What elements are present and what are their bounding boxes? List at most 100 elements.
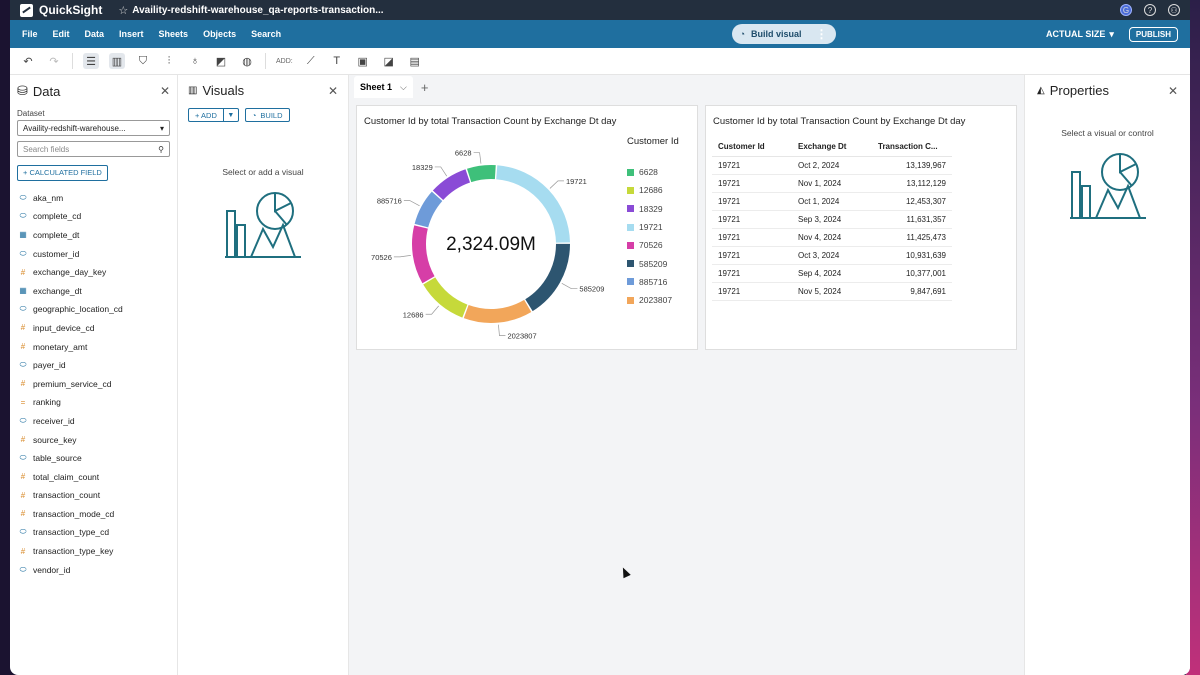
- parameters-icon[interactable]: ⫶: [167, 54, 171, 67]
- analysis-name[interactable]: Availity-redshift-warehouse_qa-reports-t…: [132, 4, 384, 16]
- table-row[interactable]: 19721 Nov 4, 2024 11,425,473: [712, 228, 952, 247]
- column-header-transaction-count[interactable]: Transaction C...: [872, 138, 952, 157]
- data-pane-toggle-icon[interactable]: ☰: [83, 53, 99, 69]
- more-options-icon[interactable]: ⋮: [815, 27, 828, 41]
- table-visual[interactable]: Customer Id by total Transaction Count b…: [705, 105, 1017, 350]
- field-item[interactable]: ⬭ geographic_location_cd: [17, 300, 170, 319]
- add-text-icon[interactable]: T: [333, 55, 341, 67]
- close-visuals-pane-icon[interactable]: ✕: [327, 83, 338, 98]
- field-item[interactable]: # monetary_amt: [17, 337, 170, 356]
- field-item[interactable]: # transaction_type_key: [17, 542, 170, 561]
- field-item[interactable]: ⬭ receiver_id: [17, 412, 170, 431]
- table-cell: Oct 3, 2024: [792, 246, 872, 265]
- app-logo[interactable]: QuickSight: [20, 3, 102, 17]
- calculated-field-button[interactable]: + CALCULATED FIELD: [17, 164, 108, 181]
- dataset-label: Dataset: [17, 109, 45, 118]
- legend-swatch: [627, 278, 634, 286]
- insights-icon[interactable]: ♁: [190, 55, 200, 67]
- actual-size-dropdown[interactable]: ACTUAL SIZE ▾: [1046, 29, 1114, 40]
- build-button[interactable]: ◔ BUILD: [244, 108, 290, 122]
- menu-objects[interactable]: Objects: [203, 29, 237, 39]
- donut-slice[interactable]: [525, 243, 571, 312]
- add-insight-icon[interactable]: ◪: [383, 55, 394, 68]
- tab-sheet-1[interactable]: Sheet 1 ⌵: [354, 76, 413, 98]
- field-item[interactable]: ⬭ transaction_type_cd: [17, 523, 170, 542]
- donut-slice[interactable]: [467, 165, 496, 183]
- table-row[interactable]: 19721 Nov 5, 2024 9,847,691: [712, 282, 952, 301]
- menu-insert[interactable]: Insert: [119, 29, 144, 39]
- publish-button[interactable]: PUBLISH: [1128, 26, 1178, 42]
- menu-edit[interactable]: Edit: [52, 29, 70, 39]
- add-visual-icon[interactable]: ⟋: [306, 54, 315, 67]
- field-item[interactable]: ⬭ table_source: [17, 449, 170, 468]
- themes-icon[interactable]: ◍: [242, 55, 252, 68]
- field-item[interactable]: ▦ exchange_dt: [17, 281, 170, 300]
- field-item[interactable]: ⬭ vendor_id: [17, 560, 170, 579]
- donut-slice[interactable]: [423, 277, 468, 318]
- legend-item[interactable]: 6628: [627, 163, 672, 181]
- add-visual-dropdown-icon[interactable]: ▼: [223, 108, 239, 122]
- donut-chart-visual[interactable]: Customer Id by total Transaction Count b…: [356, 105, 698, 350]
- field-item[interactable]: # transaction_count: [17, 486, 170, 505]
- account-switcher-icon[interactable]: G: [1120, 4, 1132, 16]
- favorite-star-icon[interactable]: ☆: [118, 4, 129, 17]
- table-row[interactable]: 19721 Sep 4, 2024 10,377,001: [712, 264, 952, 283]
- table-row[interactable]: 19721 Nov 1, 2024 13,112,129: [712, 174, 952, 193]
- table-row[interactable]: 19721 Oct 1, 2024 12,453,307: [712, 192, 952, 211]
- field-item[interactable]: # input_device_cd: [17, 319, 170, 338]
- table-row[interactable]: 19721 Oct 3, 2024 10,931,639: [712, 246, 952, 265]
- undo-icon[interactable]: ↶: [23, 55, 33, 68]
- build-visual-button[interactable]: ◔ Build visual ⋮: [731, 24, 836, 44]
- table-row[interactable]: 19721 Sep 3, 2024 11,631,357: [712, 210, 952, 229]
- filter-icon[interactable]: ⛉: [138, 54, 148, 67]
- legend-item[interactable]: 885716: [627, 273, 672, 291]
- redo-icon[interactable]: ↷: [49, 55, 59, 68]
- user-icon[interactable]: ⚇: [1168, 4, 1180, 16]
- field-item[interactable]: # exchange_day_key: [17, 263, 170, 282]
- donut-slice[interactable]: [414, 191, 443, 228]
- dataset-select[interactable]: Availity-redshift-warehouse... ▾: [17, 120, 170, 136]
- field-item[interactable]: # transaction_mode_cd: [17, 505, 170, 524]
- calculated-field-icon: =: [20, 397, 26, 407]
- menu-sheets[interactable]: Sheets: [158, 29, 189, 39]
- donut-slice[interactable]: [495, 165, 570, 243]
- add-control-icon[interactable]: ▤: [409, 55, 420, 68]
- add-sheet-icon[interactable]: +: [420, 79, 429, 95]
- legend-item[interactable]: 585209: [627, 254, 672, 272]
- field-item[interactable]: ⬭ customer_id: [17, 244, 170, 263]
- donut-slice[interactable]: [412, 225, 435, 284]
- legend-item[interactable]: 19721: [627, 218, 672, 236]
- donut-slice[interactable]: [432, 169, 471, 201]
- help-icon[interactable]: ?: [1144, 4, 1156, 16]
- legend-item[interactable]: 2023807: [627, 291, 672, 309]
- field-item[interactable]: # source_key: [17, 430, 170, 449]
- field-item[interactable]: ▦ complete_dt: [17, 226, 170, 245]
- visuals-pane-toggle-icon[interactable]: ▥: [109, 53, 125, 69]
- donut-chart[interactable]: 19721 585209 2023807 12686 70526 885716 18329 6…: [357, 106, 627, 351]
- legend-item[interactable]: 12686: [627, 181, 672, 199]
- column-header-customer-id[interactable]: Customer Id: [712, 138, 792, 157]
- data-table: Customer Id Exchange Dt Transaction C...…: [712, 138, 952, 301]
- legend-item[interactable]: 70526: [627, 236, 672, 254]
- field-item[interactable]: # premium_service_cd: [17, 374, 170, 393]
- field-item[interactable]: ⬭ complete_cd: [17, 207, 170, 226]
- menu-file[interactable]: File: [22, 29, 38, 39]
- add-image-icon[interactable]: ▣: [357, 55, 368, 68]
- field-item[interactable]: = ranking: [17, 393, 170, 412]
- chevron-down-icon[interactable]: ⌵: [400, 81, 407, 92]
- field-item[interactable]: ⬭ payer_id: [17, 356, 170, 375]
- legend-item[interactable]: 18329: [627, 200, 672, 218]
- menu-data[interactable]: Data: [84, 29, 105, 39]
- search-fields-input[interactable]: Search fields ⚲: [17, 141, 170, 157]
- field-item[interactable]: # total_claim_count: [17, 467, 170, 486]
- field-name: ranking: [33, 397, 61, 408]
- close-properties-pane-icon[interactable]: ✕: [1167, 83, 1178, 98]
- column-header-exchange-dt[interactable]: Exchange Dt: [792, 138, 872, 157]
- close-data-pane-icon[interactable]: ✕: [159, 84, 170, 98]
- field-item[interactable]: ⬭ aka_nm: [17, 189, 170, 208]
- donut-slice[interactable]: [463, 299, 532, 323]
- table-row[interactable]: 19721 Oct 2, 2024 13,139,967: [712, 156, 952, 175]
- actions-icon[interactable]: ◩: [215, 55, 227, 68]
- menu-search[interactable]: Search: [251, 29, 282, 39]
- add-visual-button[interactable]: + ADD: [188, 108, 224, 122]
